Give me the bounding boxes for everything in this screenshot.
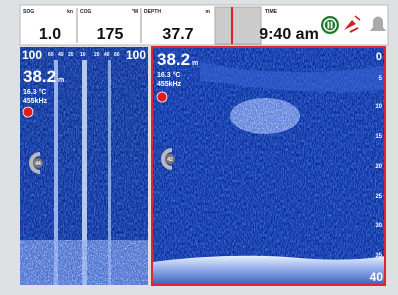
time-label: TIME bbox=[265, 9, 278, 15]
sog-unit: kn bbox=[67, 9, 73, 15]
blank-field bbox=[215, 7, 261, 44]
depth-scale-label: 15 bbox=[375, 134, 382, 140]
cog-value: 175 bbox=[97, 26, 124, 43]
left-sonar-panel: 100 60 40 20 10 20 40 60 100 38.2 m 16.3… bbox=[20, 47, 148, 285]
depth-scale-label: 25 bbox=[375, 194, 382, 200]
page: SOG kn 1.0 COG °M 175 DEPTH m 37.7 TIME … bbox=[0, 0, 398, 295]
frequency: 455kHz bbox=[157, 81, 182, 88]
bottom-texture bbox=[20, 240, 148, 285]
temperature: 16.3 °C bbox=[157, 71, 180, 79]
depth-scale-label: 35 bbox=[375, 253, 382, 259]
depth-unit: m bbox=[206, 9, 211, 15]
scale-label: 60 bbox=[48, 52, 54, 58]
record-indicator bbox=[23, 107, 33, 117]
depth-value: 37.7 bbox=[162, 26, 193, 43]
pause-bar bbox=[328, 22, 330, 29]
gain-value: 42 bbox=[167, 157, 173, 163]
record-indicator bbox=[157, 92, 167, 102]
depth-scale-label: 40 bbox=[370, 270, 384, 284]
sonar-screen: SOG kn 1.0 COG °M 175 DEPTH m 37.7 TIME … bbox=[0, 0, 398, 295]
depth-scale-label: 30 bbox=[375, 223, 382, 229]
depth-unit: m bbox=[192, 60, 198, 67]
scale-label: 40 bbox=[58, 52, 64, 58]
fish-school-texture bbox=[230, 98, 300, 134]
scale-label: 60 bbox=[114, 52, 120, 58]
pause-bar bbox=[331, 22, 333, 29]
scale-label: 10 bbox=[80, 52, 86, 58]
gain-value: 44 bbox=[35, 161, 41, 167]
cog-unit: °M bbox=[132, 9, 138, 15]
depth-readout: 38.2 bbox=[157, 50, 190, 69]
scale-label: 40 bbox=[104, 52, 110, 58]
seabed bbox=[152, 256, 385, 285]
right-sonar-panel: 38.2 m 16.3 °C 455kHz 42 0 5 10 15 20 25… bbox=[152, 47, 385, 285]
depth-scale-label: 10 bbox=[375, 104, 382, 110]
scale-label: 100 bbox=[126, 48, 146, 62]
depth-label: DEPTH bbox=[144, 9, 161, 15]
scale-label: 100 bbox=[22, 48, 42, 62]
cog-label: COG bbox=[80, 9, 92, 15]
time-value: 9:40 am bbox=[259, 26, 319, 43]
temperature: 16.3 °C bbox=[23, 88, 46, 96]
depth-scale-label: 0 bbox=[376, 51, 382, 63]
scale-label: 20 bbox=[94, 52, 100, 58]
sog-value: 1.0 bbox=[39, 26, 61, 43]
depth-scale-label: 20 bbox=[375, 164, 382, 170]
scale-label: 20 bbox=[68, 52, 74, 58]
frequency: 455kHz bbox=[23, 98, 48, 105]
depth-readout: 38.2 bbox=[23, 67, 56, 86]
sog-label: SOG bbox=[23, 9, 34, 15]
depth-unit: m bbox=[58, 77, 64, 84]
